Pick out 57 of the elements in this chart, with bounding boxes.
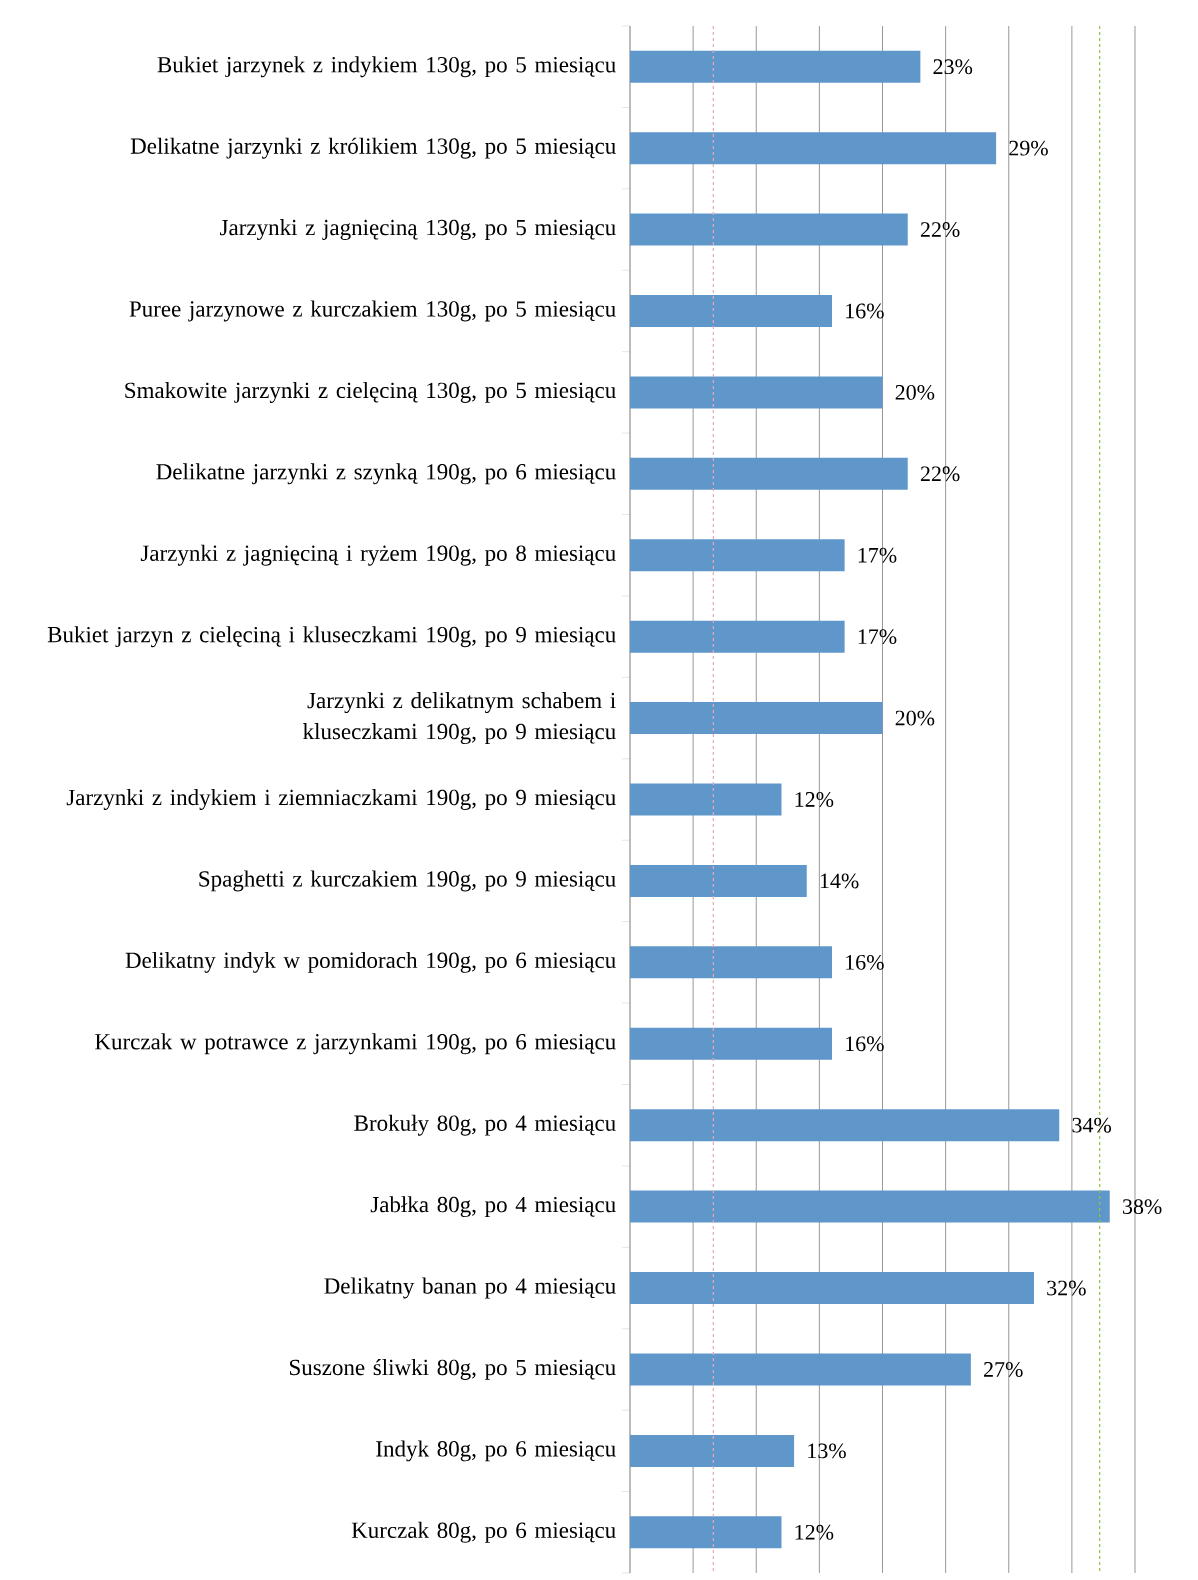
bar [630,132,997,165]
data-label: 17% [858,629,897,645]
data-label: 16% [846,1036,884,1052]
data-label: 29% [1009,140,1048,156]
bar [630,457,908,490]
data-label: 20% [895,384,935,400]
bar [630,1353,971,1386]
bar [630,1434,795,1467]
y-tick-label: Spaghetti z kurczakiem 190g, po 9 miesiącu [199,870,616,892]
bar [630,1272,1034,1305]
data-label: 13% [808,1443,846,1459]
bar [630,1516,782,1549]
data-label: 27% [984,1362,1023,1377]
bar [630,213,908,246]
y-tick-label: Suszone śliwki 80g, po 5 miesiącu [290,1358,616,1380]
y-tick-label: Kurczak 80g, po 6 miesiącu [351,1521,616,1543]
bar [630,376,883,409]
bar [630,946,832,979]
bar [630,702,883,735]
y-tick-label: Jarzynki z jagnięciną 130g, po 5 miesiącu [220,219,616,241]
y-tick-label: Bukiet jarzynek z indykiem 130g, po 5 miesiącu [157,56,616,78]
bar [630,783,782,816]
y-tick-label: Bukiet jarzyn z cielęciną i kluseczkami 190g, po 9 miesiącu [47,626,616,648]
y-tick-label: Indyk 80g, po 6 miesiącu [376,1440,616,1462]
data-label: 16% [846,954,884,970]
y-tick-label: Jarzynki z jagnięciną i ryżem 190g, po 8 miesiącu [140,544,616,566]
bar [630,1109,1060,1142]
data-label: 34% [1072,1117,1112,1133]
data-label: 22% [920,222,960,238]
y-tick-label: Jarzynki z delikatnym schabem i kluseczkami 190g, po 9 miesiącu [303,692,616,745]
y-tick-label: Delikatne jarzynki z królikiem 130g, po 5 miesiącu [130,137,616,159]
y-tick-label: Delikatny banan po 4 miesiącu [324,1277,616,1299]
data-label: 23% [933,59,973,75]
data-label: 12% [795,792,834,807]
y-tick-label: Kurczak w potrawce z jarzynkami 190g, po 6 miesiącu [95,1033,616,1055]
y-tick-label: Brokuły 80g, po 4 miesiącu [354,1114,616,1136]
data-label: 38% [1123,1199,1162,1215]
y-tick-label: Smakowite jarzynki z cielęciną 130g, po 5 miesiącu [125,381,616,403]
bar [630,539,845,572]
data-label: 32% [1047,1280,1086,1296]
bar [630,1027,832,1060]
bar [630,864,807,897]
y-tick-label: Delikatne jarzynki z szynką 190g, po 6 miesiącu [156,463,616,485]
y-tick-label: Jabłka 80g, po 4 miesiącu [370,1196,616,1218]
data-label: 17% [858,547,897,563]
y-tick-label: Puree jarzynowe z kurczakiem 130g, po 5 miesiącu [129,300,616,322]
bar [630,50,921,83]
bar [630,1190,1110,1223]
data-label: 14% [820,873,859,889]
data-label: 22% [920,466,960,482]
bar [630,294,832,327]
y-tick-label: Delikatny indyk w pomidorach 190g, po 6 miesiącu [125,951,616,973]
data-label: 12% [795,1524,834,1540]
data-label: 16% [846,303,884,319]
y-tick-label: Jarzynki z indykiem i ziemniaczkami 190g, po 9 miesiącu [66,789,616,810]
data-label: 20% [895,710,935,726]
bar [630,620,845,653]
